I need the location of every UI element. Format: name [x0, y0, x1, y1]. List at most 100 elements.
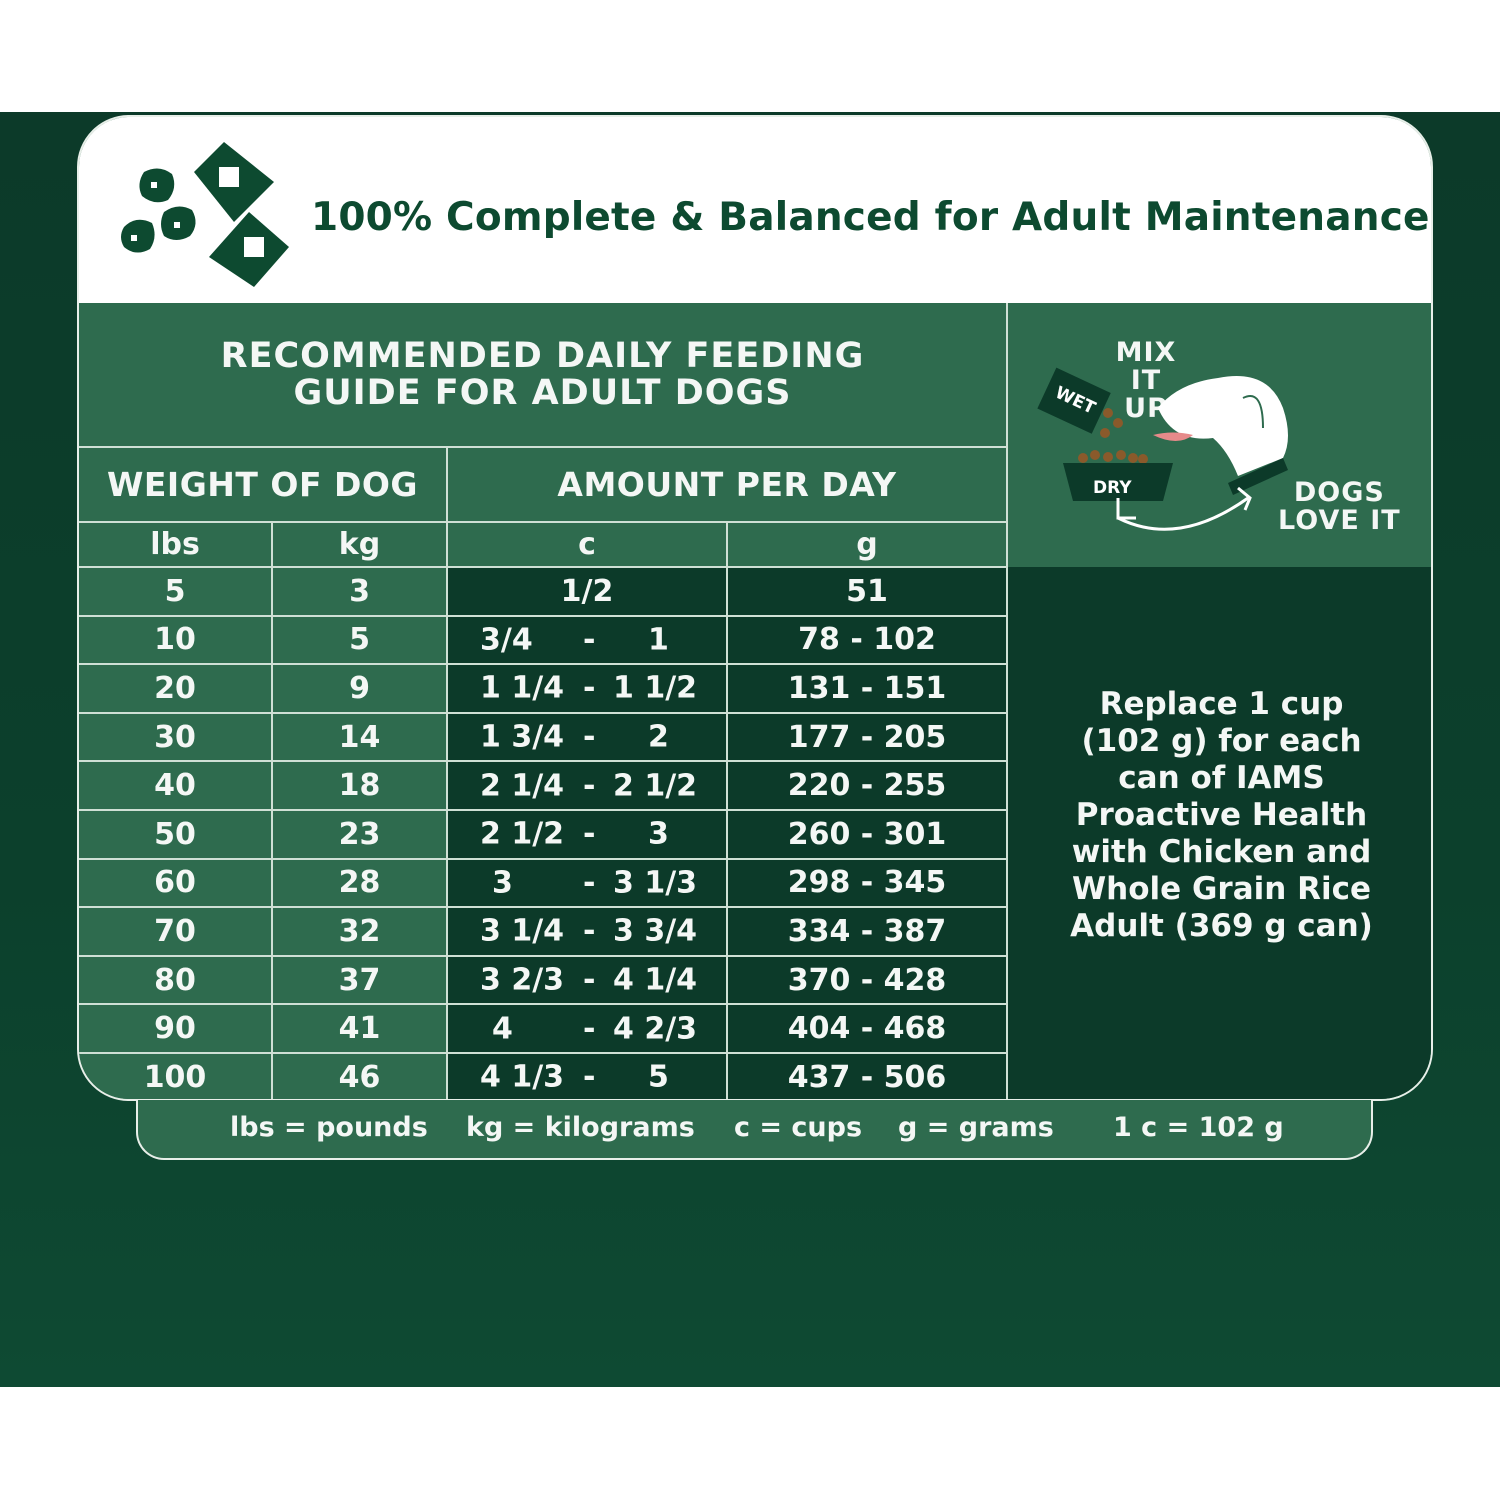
dogs-love-it-label: DOGS LOVE IT	[1278, 479, 1401, 535]
guide-title-line1: RECOMMENDED DAILY FEEDING	[220, 335, 865, 376]
grams-value: 177 - 205	[787, 719, 947, 755]
note-line: Replace 1 cup	[1099, 685, 1344, 722]
unit-label: g	[856, 527, 878, 562]
kg-cell: 32	[273, 908, 448, 957]
unit-header-grams: g	[728, 523, 1008, 568]
cups-dash: -	[583, 962, 596, 998]
cups-dash: -	[583, 670, 596, 706]
unit-label: kg	[338, 527, 381, 562]
unit-header-kg: kg	[273, 523, 448, 568]
cups-low: 4 1/3	[480, 1059, 565, 1095]
cups-cell: 3/4 - 1	[448, 616, 728, 666]
lbs-cell: 40	[79, 762, 273, 811]
lbs-value: 30	[154, 719, 196, 755]
grams-cell: 404 - 468	[728, 1005, 1008, 1054]
lbs-cell: 90	[79, 1005, 273, 1054]
cups-cell: 1/2	[448, 568, 728, 617]
kg-value: 32	[338, 913, 381, 949]
note-line: with Chicken and	[1071, 833, 1372, 870]
cups-high: 5	[648, 1059, 669, 1095]
note-line: can of IAMS	[1118, 759, 1325, 796]
grams-cell: 51	[728, 568, 1008, 617]
legend-conversion: 1 c = 102 g	[1113, 1112, 1284, 1143]
cups-dash: -	[583, 865, 596, 901]
legend-lbs: lbs = pounds	[230, 1112, 428, 1143]
kg-value: 37	[338, 962, 381, 998]
grams-cell: 298 - 345	[728, 859, 1008, 909]
cups-dash: -	[583, 622, 596, 658]
lbs-value: 10	[154, 622, 196, 658]
kg-cell: 3	[273, 568, 448, 617]
kg-value: 9	[349, 670, 370, 706]
legend-cups: c = cups	[734, 1112, 863, 1143]
cups-low: 3 2/3	[480, 962, 565, 998]
grams-value: 370 - 428	[787, 962, 947, 998]
cups-high: 3 3/4	[613, 913, 698, 949]
cups-low: 4	[492, 1011, 513, 1047]
grams-cell: 334 - 387	[728, 908, 1008, 957]
kg-cell: 41	[273, 1005, 448, 1054]
cups-low: 2 1/2	[480, 816, 565, 852]
cups-low: 3	[492, 865, 513, 901]
cups-dash: -	[583, 768, 596, 804]
note-line: Whole Grain Rice	[1071, 870, 1372, 907]
weight-header-label: WEIGHT OF DOG	[106, 465, 419, 504]
unit-label: lbs	[150, 527, 200, 562]
lbs-cell: 70	[79, 908, 273, 957]
kg-value: 18	[338, 768, 381, 804]
lbs-value: 100	[143, 1059, 207, 1095]
lbs-cell: 30	[79, 713, 273, 763]
weight-header: WEIGHT OF DOG	[79, 448, 448, 523]
grams-cell: 437 - 506	[728, 1054, 1008, 1099]
cups-high: 4 1/4	[613, 962, 698, 998]
kg-value: 28	[338, 865, 381, 901]
grams-value: 437 - 506	[787, 1059, 947, 1095]
cups-high: 2	[648, 719, 669, 755]
kg-cell: 18	[273, 762, 448, 811]
lbs-value: 20	[154, 670, 196, 706]
note-line: Adult (369 g can)	[1070, 907, 1373, 944]
dog-and-bowl-illustration: WET DRY	[1037, 367, 1288, 531]
cups-cell: 1 1/4-1 1/2	[448, 665, 728, 714]
cups-cell: 2 1/4-2 1/2	[448, 762, 728, 811]
mix-line1: MIX IT	[1115, 337, 1177, 396]
grams-cell: 260 - 301	[728, 811, 1008, 860]
guide-title: RECOMMENDED DAILY FEEDING GUIDE FOR ADULT…	[79, 303, 1008, 448]
lbs-cell: 10	[79, 616, 273, 666]
cups-low: 3 1/4	[480, 913, 565, 949]
kg-value: 3	[349, 573, 370, 609]
grams-value: 131 - 151	[787, 670, 947, 706]
lbs-value: 80	[154, 962, 196, 998]
kg-cell: 14	[273, 713, 448, 763]
cups-high: 3	[648, 816, 669, 852]
cups-cell: 3 1/4-3 3/4	[448, 908, 728, 957]
lbs-cell: 50	[79, 811, 273, 860]
unit-legend: lbs = pounds kg = kilograms c = cups g =…	[136, 1100, 1373, 1160]
cups-low: 1 1/4	[480, 670, 565, 706]
grams-cell: 131 - 151	[728, 665, 1008, 714]
grams-value: 298 - 345	[787, 865, 947, 901]
kg-value: 23	[338, 816, 381, 852]
grams-cell: 370 - 428	[728, 956, 1008, 1006]
cups-dash: -	[583, 719, 596, 755]
header: 100% Complete & Balanced for Adult Maint…	[79, 117, 1431, 303]
lbs-value: 50	[154, 816, 196, 852]
kg-cell: 37	[273, 956, 448, 1006]
cups-cell: 4 1/3- 5	[448, 1054, 728, 1099]
unit-label: c	[578, 527, 596, 562]
cups-high: 2 1/2	[613, 768, 698, 804]
cups-high: 3 1/3	[613, 865, 698, 901]
lbs-value: 70	[154, 913, 196, 949]
cups-dash: -	[583, 1059, 596, 1095]
lbs-cell: 5	[79, 568, 273, 617]
grams-value: 220 - 255	[787, 768, 947, 804]
lbs-cell: 100	[79, 1054, 273, 1099]
kg-value: 46	[338, 1059, 381, 1095]
amount-header-label: AMOUNT PER DAY	[557, 465, 897, 504]
feeding-card: 100% Complete & Balanced for Adult Maint…	[77, 115, 1433, 1101]
cups-cell: 2 1/2- 3	[448, 811, 728, 860]
grams-value: 260 - 301	[787, 816, 947, 852]
grams-value: 334 - 387	[787, 913, 947, 949]
grams-cell: 78 - 102	[728, 616, 1008, 666]
lbs-value: 40	[154, 768, 196, 804]
